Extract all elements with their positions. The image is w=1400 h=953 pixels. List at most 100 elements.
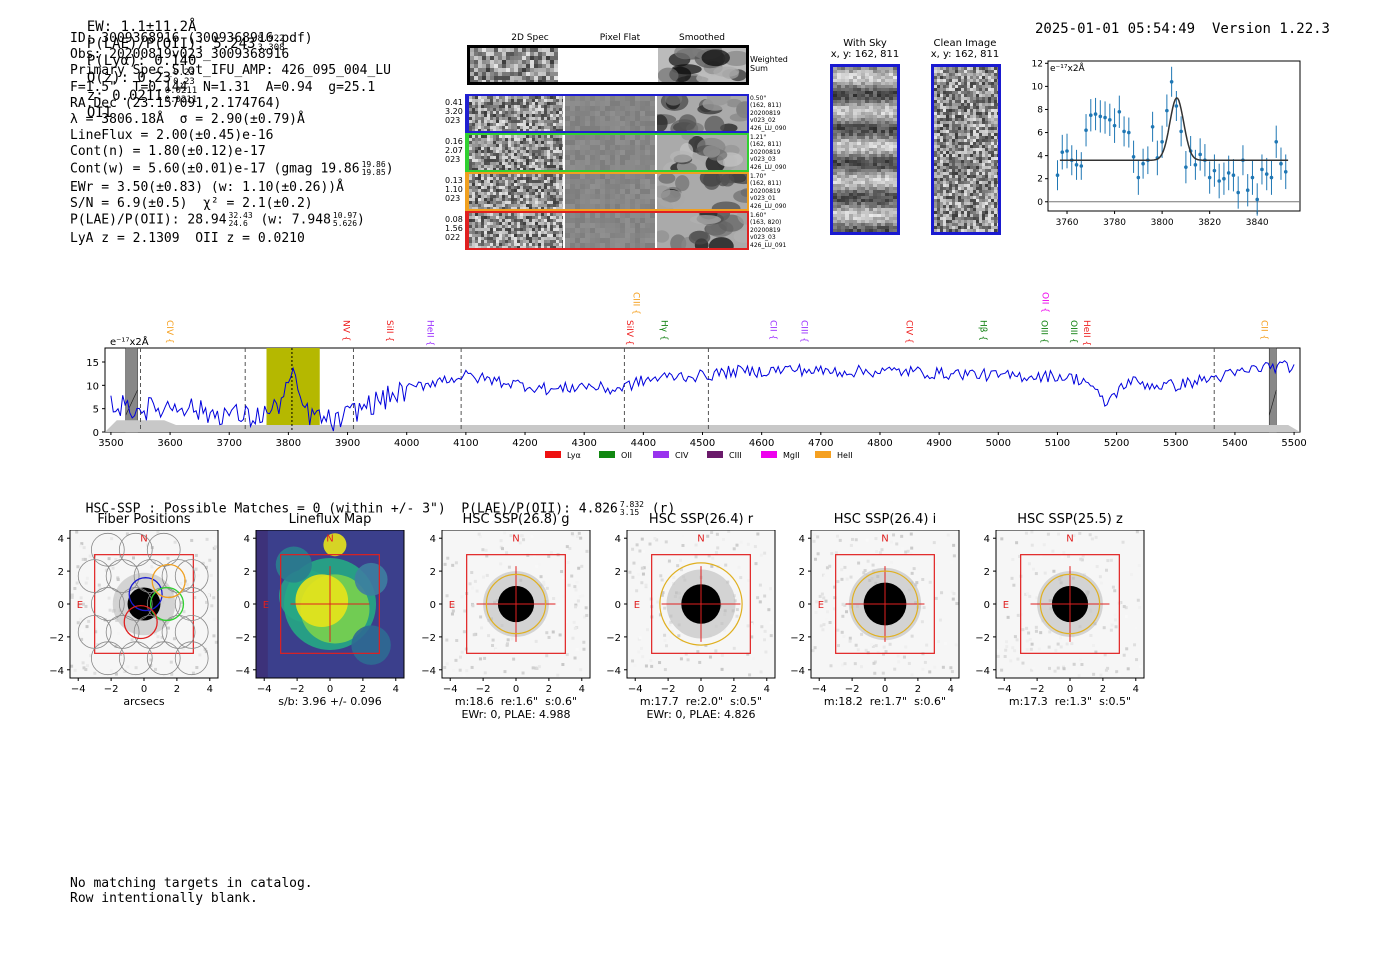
noise-pixel — [982, 82, 985, 85]
sky-pixel — [841, 205, 845, 208]
fit-data-point — [1088, 113, 1093, 118]
noise-pixel — [478, 111, 481, 114]
noise-pixel — [550, 189, 553, 192]
sky-pixel — [861, 121, 865, 124]
noise-pixel — [478, 153, 481, 156]
noise-pixel — [973, 97, 976, 100]
noise-pixel — [493, 153, 496, 156]
noise-pixel — [510, 60, 514, 64]
noise-pixel — [553, 150, 556, 153]
noise-pixel — [970, 214, 973, 217]
noise-pixel — [478, 96, 481, 99]
header-ew: EW: 1.1±11.2Å — [86, 19, 197, 35]
noise-pixel — [472, 201, 475, 204]
sky-pixel — [849, 130, 853, 133]
noise-pixel — [934, 109, 937, 112]
noise-pixel — [530, 68, 534, 72]
noise-pixel — [481, 225, 484, 228]
sky-pixel — [873, 130, 877, 133]
noise-pixel — [541, 246, 544, 249]
noise-pixel — [973, 82, 976, 85]
noise-pixel — [562, 195, 565, 198]
noise-pixel — [991, 136, 994, 139]
noise-pixel — [517, 111, 520, 114]
noise-pixel — [988, 70, 991, 73]
noise-pixel — [985, 202, 988, 205]
noise-pixel — [502, 153, 505, 156]
noise-pixel — [940, 214, 943, 217]
noise-pixel — [505, 123, 508, 126]
noise-pixel — [985, 205, 988, 208]
noise-pixel — [496, 105, 499, 108]
flat-pixel — [590, 135, 595, 140]
noise-pixel — [472, 213, 475, 216]
noise-pixel — [517, 240, 520, 243]
noise-pixel — [949, 67, 952, 70]
noise-pixel — [499, 120, 502, 123]
flat-pixel — [605, 96, 610, 101]
noise-pixel — [487, 120, 490, 123]
noise-pixel — [994, 118, 997, 121]
noise-pixel — [475, 189, 478, 192]
flat-pixel — [600, 121, 605, 126]
noise-pixel — [970, 76, 973, 79]
noise-pixel — [973, 199, 976, 202]
sky-pixel — [845, 154, 849, 157]
noise-pixel — [526, 99, 529, 102]
noise-pixel — [496, 237, 499, 240]
noise-pixel — [475, 204, 478, 207]
clean-image-sub: x, y: 162, 811 — [930, 49, 1000, 60]
noise-pixel — [550, 204, 553, 207]
spectrum-line-label: CII { — [1259, 320, 1269, 340]
noise-pixel — [994, 127, 997, 130]
flat-pixel — [590, 96, 595, 101]
noise-pixel — [952, 190, 955, 193]
sky-pixel — [841, 187, 845, 190]
noise-pixel — [481, 219, 484, 222]
noise-pixel — [496, 189, 499, 192]
fiber-smoothed-image — [657, 130, 747, 179]
noise-pixel — [529, 231, 532, 234]
noise-pixel — [544, 186, 547, 189]
flat-pixel — [595, 135, 600, 140]
noise-pixel — [973, 190, 976, 193]
flat-pixel — [645, 189, 650, 194]
sky-pixel — [873, 97, 877, 100]
sky-pixel — [841, 82, 845, 85]
sky-pixel — [853, 190, 857, 193]
flat-pixel — [580, 150, 585, 155]
noise-pixel — [475, 159, 478, 162]
noise-pixel — [988, 142, 991, 145]
sky-pixel — [889, 106, 893, 109]
noise-pixel — [562, 153, 565, 156]
flat-pixel — [570, 204, 575, 209]
spectrum-xtick-label: 4200 — [512, 438, 537, 449]
sky-pixel — [841, 148, 845, 151]
noise-pixel — [937, 220, 940, 223]
noise-pixel — [949, 226, 952, 229]
noise-pixel — [511, 102, 514, 105]
noise-pixel — [475, 135, 478, 138]
noise-pixel — [997, 112, 1000, 115]
noise-pixel — [997, 157, 1000, 160]
noise-pixel — [529, 243, 532, 246]
noise-pixel — [541, 135, 544, 138]
sky-pixel — [877, 163, 881, 166]
sky-pixel — [881, 94, 885, 97]
noise-pixel — [532, 219, 535, 222]
noise-pixel — [502, 135, 505, 138]
noise-pixel — [946, 202, 949, 205]
noise-pixel — [478, 174, 481, 177]
fiber-pixel-flat — [565, 135, 655, 170]
fiber-circle-orange — [151, 563, 186, 599]
flat-pixel — [630, 233, 635, 238]
noise-pixel — [553, 138, 556, 141]
noise-pixel — [526, 231, 529, 234]
sky-pixel — [861, 187, 865, 190]
flat-pixel — [630, 223, 635, 228]
noise-pixel — [526, 111, 529, 114]
flat-pixel — [650, 238, 655, 243]
noise-pixel — [535, 231, 538, 234]
hsc-noise-pixel — [155, 571, 159, 575]
noise-pixel — [997, 154, 1000, 157]
